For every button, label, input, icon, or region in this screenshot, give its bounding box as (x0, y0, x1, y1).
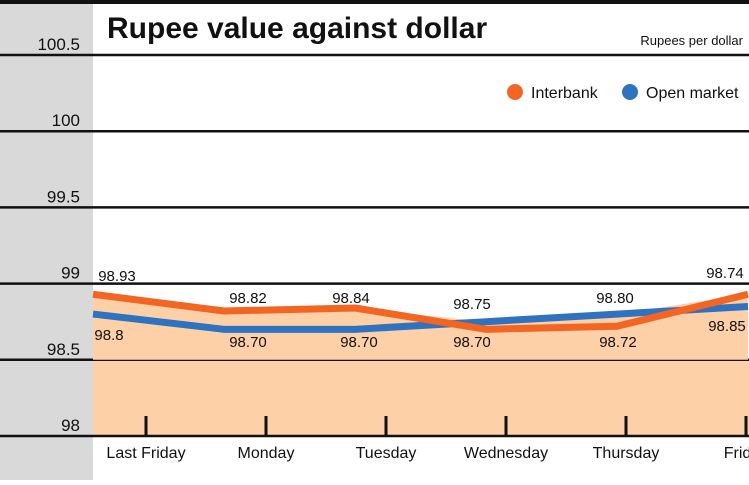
x-tick-label: Tuesday (356, 445, 417, 462)
x-tick-labels: Last Friday Monday Tuesday Wednesday Thursda… (106, 416, 749, 462)
x-tick-label: Friday (724, 445, 749, 462)
data-label: 98.70 (229, 334, 267, 351)
data-label: 98.80 (596, 290, 634, 307)
axis-panel (0, 0, 93, 480)
series-line-interbank (92, 290, 749, 333)
data-label: 98.70 (340, 334, 378, 351)
x-tick-label: Wednesday (464, 445, 548, 462)
data-label: 98.72 (599, 334, 637, 351)
data-label: 98.70 (453, 334, 491, 351)
chart-title: Rupee value against dollar (107, 12, 487, 45)
y-tick-label: 98.5 (47, 340, 80, 359)
x-tick-label: Last Friday (106, 445, 185, 462)
legend-label: Interbank (531, 85, 599, 102)
data-label: 98.75 (453, 296, 491, 313)
y-tick-label: 99 (61, 264, 80, 283)
series-line-open-market (92, 302, 749, 333)
legend-label: Open market (646, 85, 739, 102)
legend-marker (507, 84, 523, 100)
unit-label: Rupees per dollar (640, 33, 743, 48)
data-label: 98.93 (98, 268, 136, 285)
legend-marker (622, 84, 638, 100)
x-tick-label: Monday (238, 445, 295, 462)
series-lines (92, 290, 749, 333)
data-label: 98.8 (94, 327, 123, 344)
data-label: 98.84 (332, 290, 370, 307)
y-tick-label: 100 (52, 111, 80, 130)
x-tick-label: Thursday (593, 445, 660, 462)
y-tick-labels: 100.5 100 99.5 99 98.5 98 (37, 35, 80, 435)
data-label: 98.74 (706, 265, 744, 282)
data-labels: 98.93 98.82 98.84 98.70 98.72 98.8 98.70 98.70 9… (94, 265, 745, 351)
y-tick-label: 100.5 (37, 35, 80, 54)
data-label: 98.82 (229, 290, 267, 307)
y-tick-label: 98 (61, 416, 80, 435)
legend: Interbank Open market (507, 84, 739, 102)
y-tick-label: 99.5 (47, 187, 80, 206)
plot-fill-base (93, 359, 749, 436)
data-label: 98.85 (708, 318, 746, 335)
